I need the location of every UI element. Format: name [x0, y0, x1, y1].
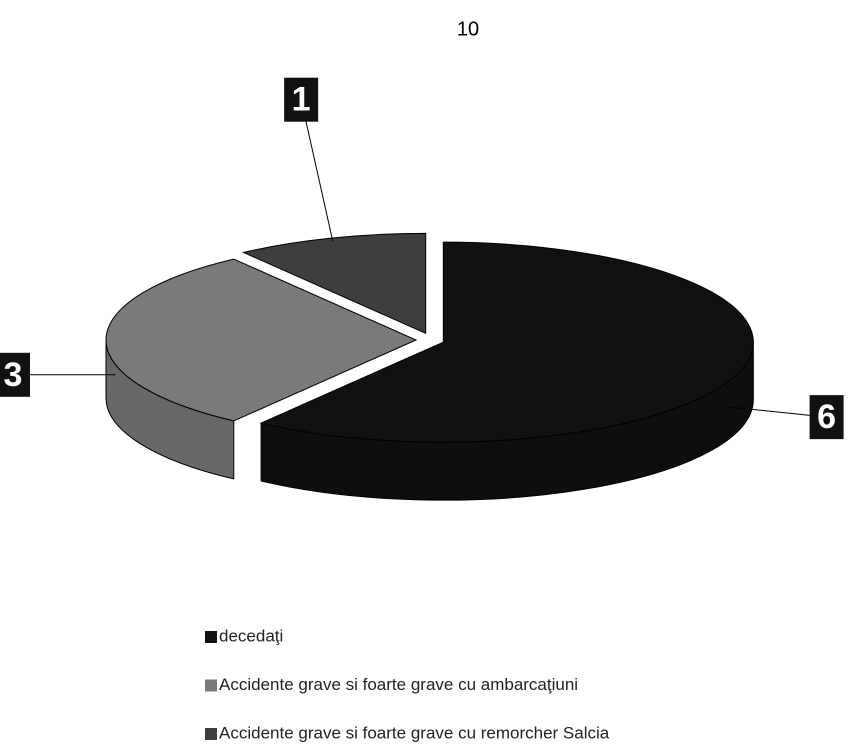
- legend-label: Accidente grave si foarte grave cu remor…: [219, 723, 610, 742]
- data-label: 6: [817, 398, 836, 436]
- legend-swatch: [205, 728, 217, 740]
- legend-swatch: [205, 631, 217, 643]
- slice: [241, 232, 427, 335]
- slice: [259, 241, 754, 443]
- data-label: 3: [4, 356, 23, 394]
- label-box: [284, 77, 319, 122]
- page-number: 10: [457, 18, 479, 40]
- legend-label: Accidente grave si foarte grave cu ambar…: [219, 675, 578, 694]
- label-box: [0, 352, 30, 397]
- label-box: [809, 395, 844, 440]
- legend-label: decedaţi: [219, 626, 283, 645]
- data-label: 1: [292, 81, 311, 119]
- legend-swatch: [205, 679, 217, 692]
- leader-line: [300, 99, 334, 242]
- slice: [105, 258, 418, 422]
